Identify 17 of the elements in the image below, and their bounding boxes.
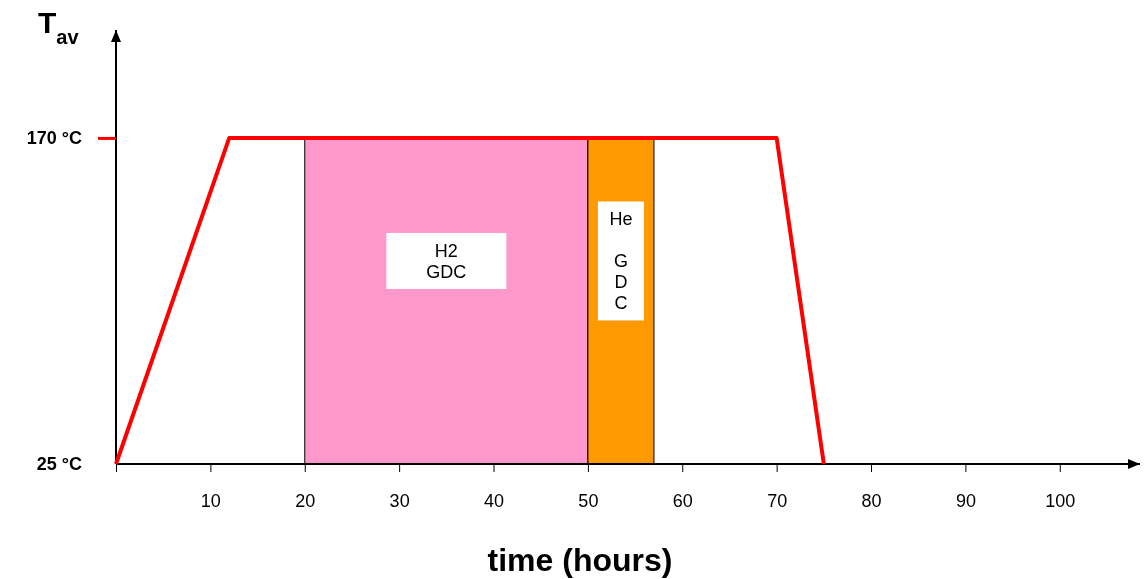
x-tick-label: 30 bbox=[389, 490, 410, 511]
label-box: He G D C bbox=[597, 201, 644, 321]
x-axis-title: time (hours) bbox=[487, 542, 673, 578]
x-tick-label: 70 bbox=[767, 490, 788, 511]
y-tick-label: 170 °C bbox=[26, 128, 82, 149]
x-tick-label: 60 bbox=[672, 490, 693, 511]
x-tick-label: 40 bbox=[484, 490, 505, 511]
x-tick-label: 20 bbox=[295, 490, 316, 511]
label-box: H2 GDC bbox=[386, 232, 507, 289]
x-tick-label: 80 bbox=[861, 490, 882, 511]
x-tick-label: 90 bbox=[955, 490, 976, 511]
x-tick-label: 10 bbox=[200, 490, 221, 511]
y-axis-title: T$_{av}$ bbox=[38, 6, 80, 48]
x-tick-label: 50 bbox=[578, 490, 599, 511]
band-label: H2 GDC bbox=[426, 240, 467, 282]
y-tick-label: 25 °C bbox=[36, 454, 82, 475]
x-tick-label: 100 bbox=[1045, 490, 1076, 511]
